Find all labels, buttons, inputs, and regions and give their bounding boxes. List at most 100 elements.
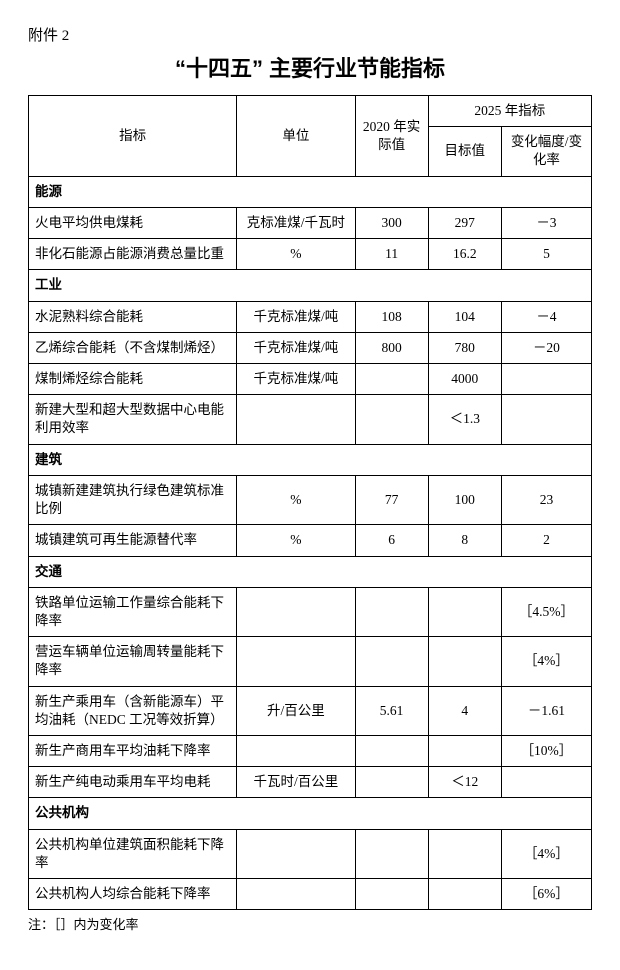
cell-change: ［4%］ xyxy=(501,829,591,878)
cell-2020 xyxy=(355,637,428,686)
cell-2020 xyxy=(355,587,428,636)
cell-2020: 5.61 xyxy=(355,686,428,735)
section-public: 公共机构 xyxy=(29,798,592,829)
cell-2020 xyxy=(355,736,428,767)
col-unit: 单位 xyxy=(237,96,355,177)
cell-unit: 千克标准煤/吨 xyxy=(237,301,355,332)
col-target: 目标值 xyxy=(428,127,501,176)
cell-unit xyxy=(237,637,355,686)
cell-change: 2 xyxy=(501,525,591,556)
cell-change: －3 xyxy=(501,207,591,238)
section-energy: 能源 xyxy=(29,176,592,207)
cell-change: －20 xyxy=(501,332,591,363)
cell-target xyxy=(428,829,501,878)
cell-target xyxy=(428,736,501,767)
cell-2020 xyxy=(355,395,428,444)
cell-unit xyxy=(237,395,355,444)
appendix-label: 附件 2 xyxy=(28,24,592,45)
table-row: 新生产商用车平均油耗下降率 ［10%］ xyxy=(29,736,592,767)
table-row: 城镇新建建筑执行绿色建筑标准比例 % 77 100 23 xyxy=(29,475,592,524)
cell-target: ＜1.3 xyxy=(428,395,501,444)
cell-change: ［4.5%］ xyxy=(501,587,591,636)
cell-2020 xyxy=(355,879,428,910)
cell-unit xyxy=(237,879,355,910)
cell-change: 5 xyxy=(501,239,591,270)
section-building: 建筑 xyxy=(29,444,592,475)
col-change: 变化幅度/变化率 xyxy=(501,127,591,176)
col-2025-group: 2025 年指标 xyxy=(428,96,591,127)
table-row: 煤制烯烃综合能耗 千克标准煤/吨 4000 xyxy=(29,363,592,394)
col-indicator: 指标 xyxy=(29,96,237,177)
cell-unit: % xyxy=(237,239,355,270)
cell-name: 水泥熟料综合能耗 xyxy=(29,301,237,332)
cell-unit: 升/百公里 xyxy=(237,686,355,735)
cell-name: 铁路单位运输工作量综合能耗下降率 xyxy=(29,587,237,636)
section-industry: 工业 xyxy=(29,270,592,301)
table-row: 公共机构单位建筑面积能耗下降率 ［4%］ xyxy=(29,829,592,878)
cell-2020 xyxy=(355,829,428,878)
cell-unit: 克标准煤/千瓦时 xyxy=(237,207,355,238)
cell-name: 非化石能源占能源消费总量比重 xyxy=(29,239,237,270)
table-row: 新建大型和超大型数据中心电能利用效率 ＜1.3 xyxy=(29,395,592,444)
cell-target: 780 xyxy=(428,332,501,363)
table-row: 新生产纯电动乘用车平均电耗 千瓦时/百公里 ＜12 xyxy=(29,767,592,798)
cell-unit xyxy=(237,829,355,878)
indicators-table: 指标 单位 2020 年实际值 2025 年指标 目标值 变化幅度/变化率 能源… xyxy=(28,95,592,910)
cell-change: －1.61 xyxy=(501,686,591,735)
cell-unit: 千瓦时/百公里 xyxy=(237,767,355,798)
footnote: 注：［］内为变化率 xyxy=(28,914,592,933)
cell-unit: % xyxy=(237,525,355,556)
cell-target: 4 xyxy=(428,686,501,735)
cell-unit xyxy=(237,587,355,636)
table-row: 新生产乘用车（含新能源车）平均油耗（NEDC 工况等效折算） 升/百公里 5.6… xyxy=(29,686,592,735)
cell-change: ［4%］ xyxy=(501,637,591,686)
table-row: 火电平均供电煤耗 克标准煤/千瓦时 300 297 －3 xyxy=(29,207,592,238)
cell-target: ＜12 xyxy=(428,767,501,798)
cell-change: －4 xyxy=(501,301,591,332)
cell-unit: 千克标准煤/吨 xyxy=(237,332,355,363)
page-title: “十四五” 主要行业节能指标 xyxy=(28,51,592,83)
cell-name: 新生产乘用车（含新能源车）平均油耗（NEDC 工况等效折算） xyxy=(29,686,237,735)
cell-name: 公共机构人均综合能耗下降率 xyxy=(29,879,237,910)
cell-target: 104 xyxy=(428,301,501,332)
cell-2020: 6 xyxy=(355,525,428,556)
cell-name: 乙烯综合能耗（不含煤制烯烃） xyxy=(29,332,237,363)
cell-2020: 800 xyxy=(355,332,428,363)
cell-name: 火电平均供电煤耗 xyxy=(29,207,237,238)
cell-target: 100 xyxy=(428,475,501,524)
cell-change xyxy=(501,767,591,798)
table-row: 铁路单位运输工作量综合能耗下降率 ［4.5%］ xyxy=(29,587,592,636)
cell-unit: 千克标准煤/吨 xyxy=(237,363,355,394)
cell-target: 297 xyxy=(428,207,501,238)
cell-name: 新生产纯电动乘用车平均电耗 xyxy=(29,767,237,798)
cell-unit: % xyxy=(237,475,355,524)
table-row: 营运车辆单位运输周转量能耗下降率 ［4%］ xyxy=(29,637,592,686)
cell-2020: 108 xyxy=(355,301,428,332)
cell-target xyxy=(428,879,501,910)
col-2020: 2020 年实际值 xyxy=(355,96,428,177)
cell-change xyxy=(501,395,591,444)
cell-name: 城镇新建建筑执行绿色建筑标准比例 xyxy=(29,475,237,524)
cell-target: 4000 xyxy=(428,363,501,394)
cell-2020: 77 xyxy=(355,475,428,524)
table-row: 乙烯综合能耗（不含煤制烯烃） 千克标准煤/吨 800 780 －20 xyxy=(29,332,592,363)
cell-2020: 11 xyxy=(355,239,428,270)
cell-change xyxy=(501,363,591,394)
cell-change: 23 xyxy=(501,475,591,524)
header-row-1: 指标 单位 2020 年实际值 2025 年指标 xyxy=(29,96,592,127)
cell-name: 营运车辆单位运输周转量能耗下降率 xyxy=(29,637,237,686)
cell-change: ［6%］ xyxy=(501,879,591,910)
table-row: 非化石能源占能源消费总量比重 % 11 16.2 5 xyxy=(29,239,592,270)
cell-target xyxy=(428,637,501,686)
cell-unit xyxy=(237,736,355,767)
cell-2020: 300 xyxy=(355,207,428,238)
cell-name: 城镇建筑可再生能源替代率 xyxy=(29,525,237,556)
cell-name: 新生产商用车平均油耗下降率 xyxy=(29,736,237,767)
table-row: 公共机构人均综合能耗下降率 ［6%］ xyxy=(29,879,592,910)
cell-change: ［10%］ xyxy=(501,736,591,767)
cell-name: 公共机构单位建筑面积能耗下降率 xyxy=(29,829,237,878)
section-transport: 交通 xyxy=(29,556,592,587)
cell-2020 xyxy=(355,363,428,394)
cell-name: 新建大型和超大型数据中心电能利用效率 xyxy=(29,395,237,444)
cell-name: 煤制烯烃综合能耗 xyxy=(29,363,237,394)
